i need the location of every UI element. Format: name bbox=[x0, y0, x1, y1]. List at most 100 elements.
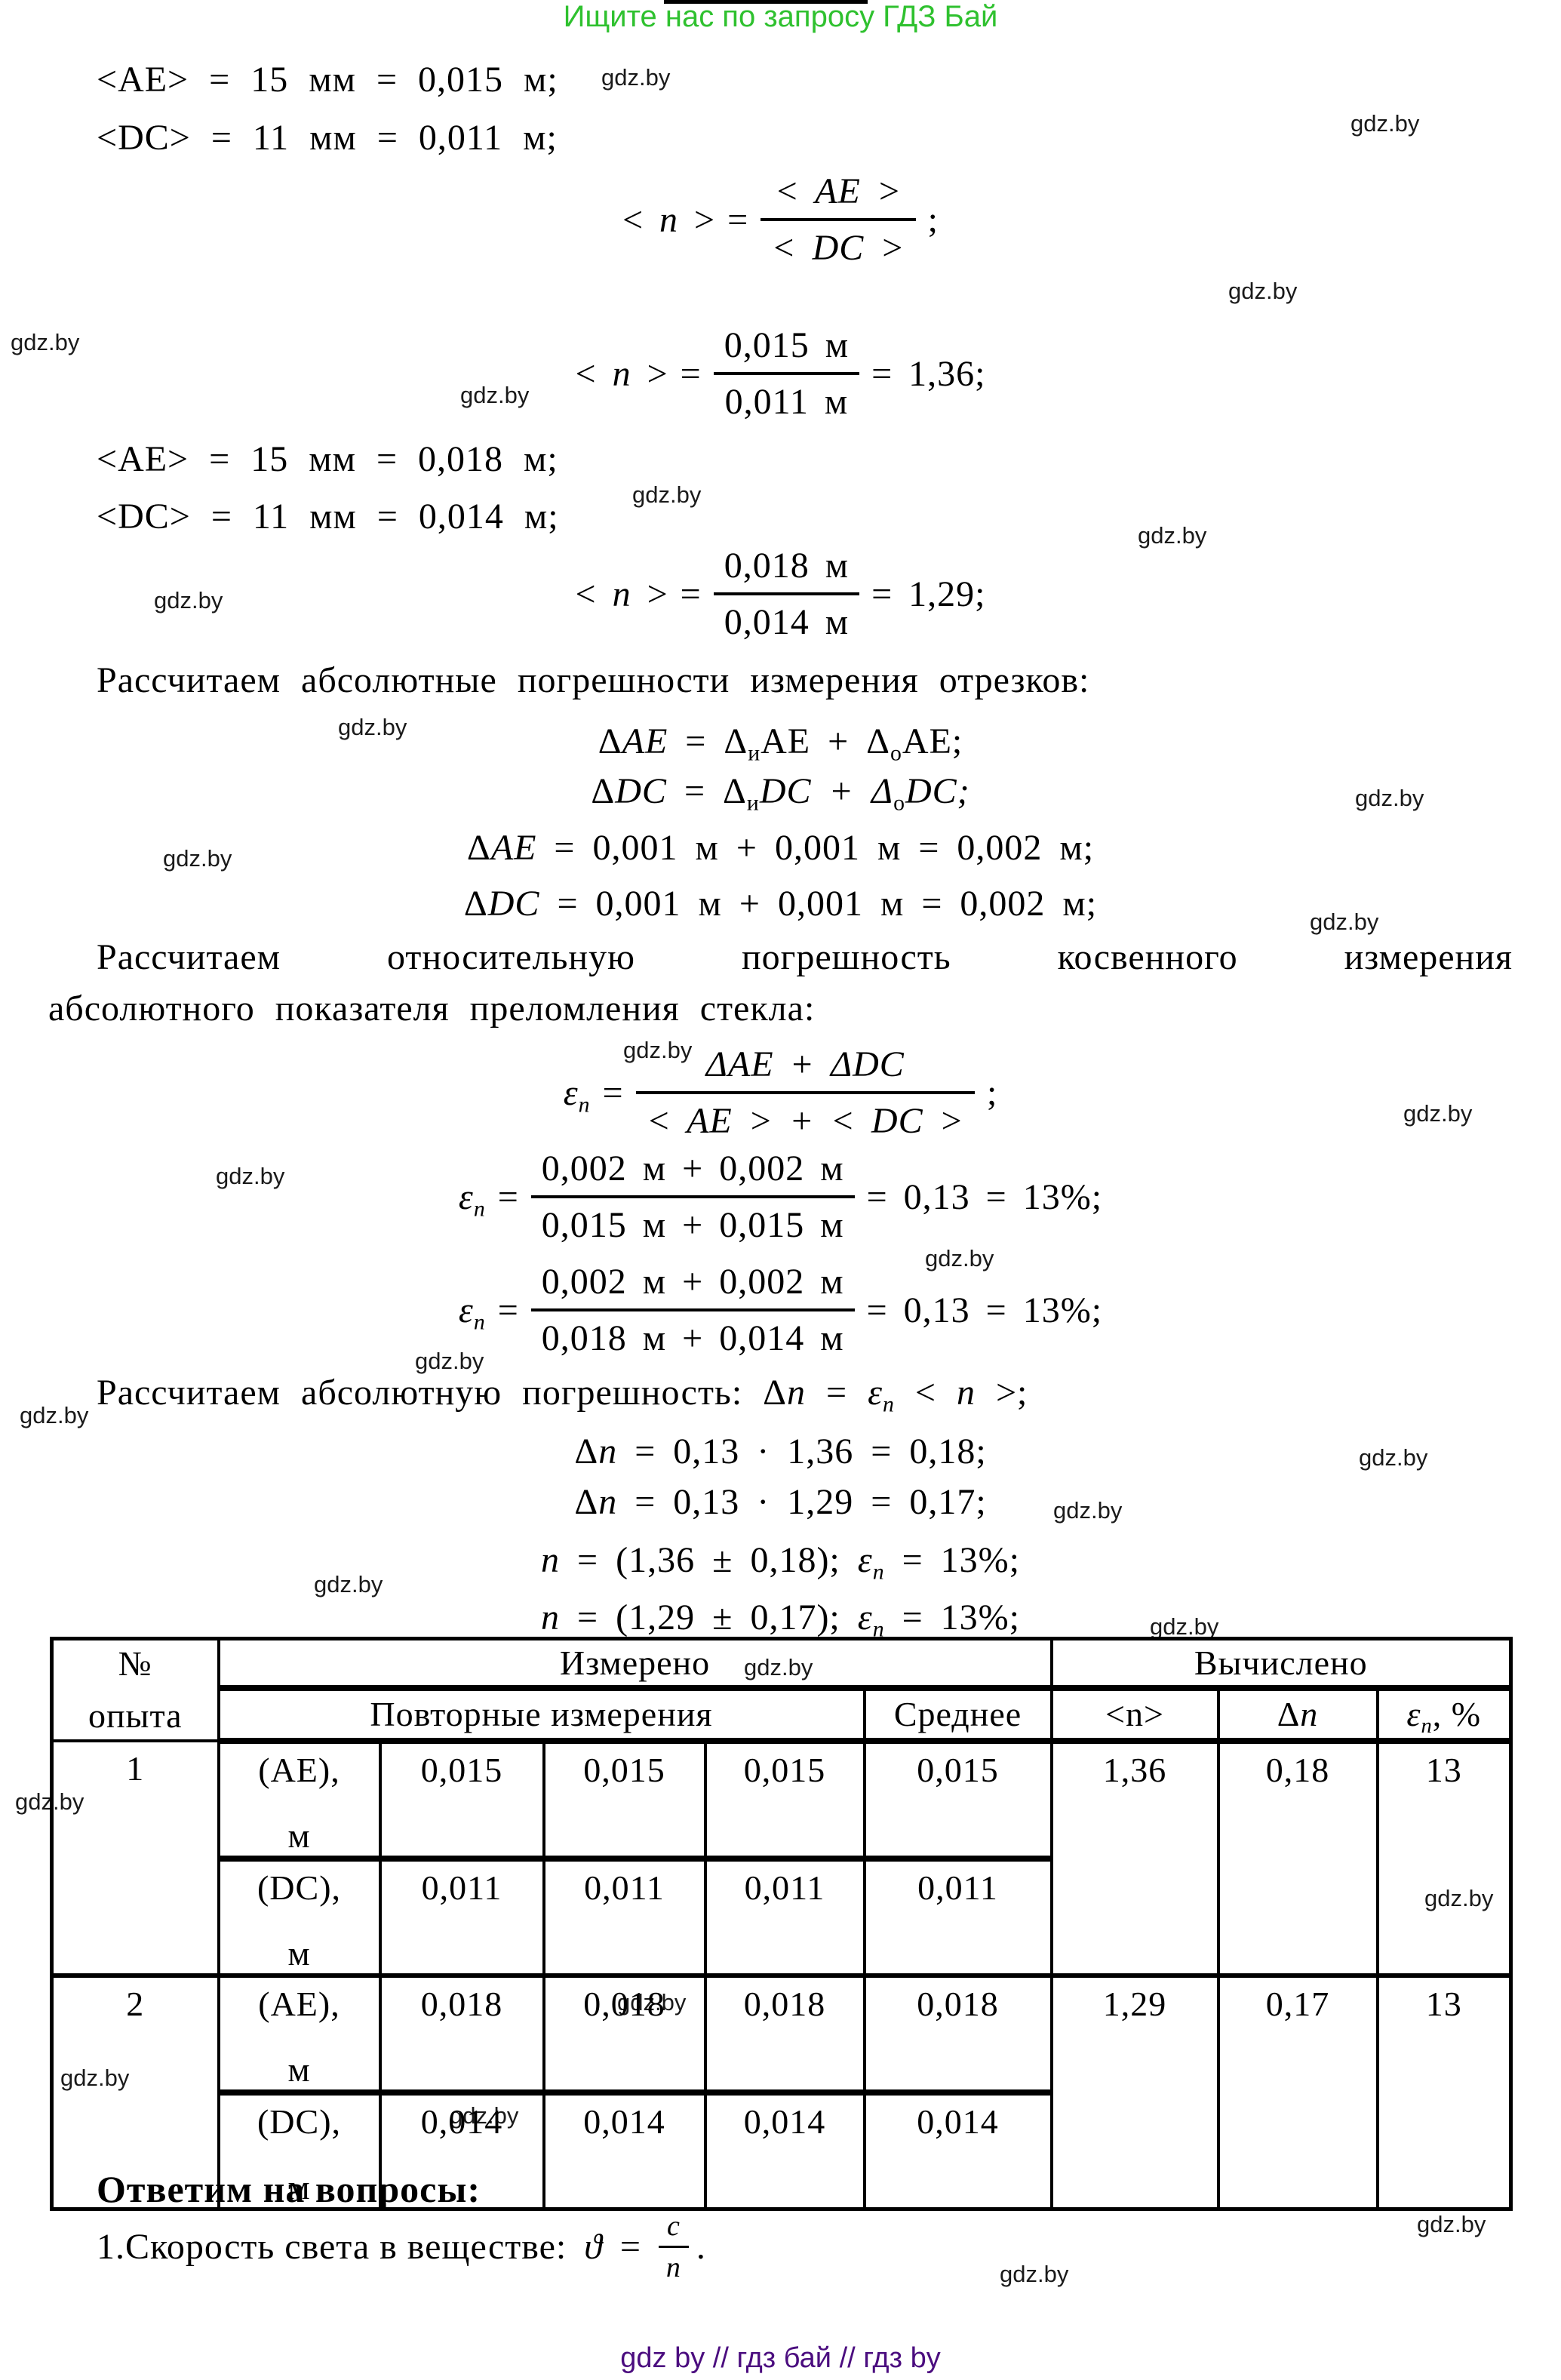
fraction: ΔAE + ΔDC < AE > + < DC > bbox=[635, 1042, 975, 1143]
watermark: gdz.by bbox=[460, 382, 530, 408]
header-n-mean: <n> bbox=[1049, 1686, 1220, 1744]
n-mean-symbol: < n > bbox=[622, 199, 716, 240]
fraction: 0,002 м + 0,002 м 0,015 м + 0,015 м bbox=[530, 1146, 855, 1247]
watermark: gdz.by bbox=[11, 329, 80, 355]
cell-n-mean: 1,29 bbox=[1049, 1973, 1220, 2210]
cell-epsilon: 13 bbox=[1375, 1739, 1513, 1978]
equation-result-1: n = (1,36 ± 0,18); εn = 13%; bbox=[541, 1540, 1020, 1585]
watermark: gdz.by bbox=[925, 1245, 994, 1271]
subscript: n bbox=[883, 1391, 895, 1417]
measurements-table: № опыта Измерено Вычислено Повторные изм… bbox=[50, 1637, 1513, 2211]
cell-value: 0,014 bbox=[378, 2090, 545, 2210]
equation-tail: ; bbox=[986, 1072, 998, 1113]
equation-result: = 1,29; bbox=[871, 573, 986, 614]
cell-value: 0,014 bbox=[703, 2090, 866, 2210]
cell-segment-label: (АЕ), м bbox=[217, 1973, 382, 2096]
cell-segment-label: (DC), м bbox=[217, 2090, 382, 2210]
equation-epsilon-definition: εn = ΔAE + ΔDC < AE > + < DC > ; bbox=[48, 1042, 1513, 1143]
watermark: gdz.by bbox=[154, 587, 223, 613]
watermark: gdz.by bbox=[1228, 278, 1298, 304]
equation-n-value-1: < n > = 0,015 м 0,011 м = 1,36; bbox=[48, 323, 1513, 424]
cell-experiment-number: 2 bbox=[50, 1973, 220, 2210]
cell-segment-label: (АЕ), м bbox=[217, 1739, 382, 1862]
cell-mean: 0,011 bbox=[862, 1856, 1053, 1978]
header-repeated-measurements: Повторные измерения bbox=[217, 1686, 866, 1744]
watermark: gdz.by bbox=[1359, 1444, 1428, 1471]
equation-result: = 1,36; bbox=[871, 353, 986, 394]
paragraph-absolute-error-formula: Рассчитаем абсолютную погрешность: Δn = … bbox=[97, 1373, 1028, 1417]
equals-sign: = bbox=[680, 353, 702, 394]
cell-experiment-number: 1 bbox=[50, 1739, 220, 1978]
paragraph-relative-error-line1: Рассчитаем относительную погрешность кос… bbox=[97, 937, 1513, 977]
paragraph-relative-error-line2: абсолютного показателя преломления стекл… bbox=[48, 989, 816, 1029]
watermark: gdz.by bbox=[338, 714, 407, 740]
header-experiment-number: № опыта bbox=[50, 1637, 220, 1742]
cell-segment-label: (DC), м bbox=[217, 1856, 382, 1978]
cell-n-mean: 1,36 bbox=[1049, 1739, 1220, 1978]
cell-value: 0,011 bbox=[378, 1856, 545, 1978]
cell-value: 0,011 bbox=[703, 1856, 866, 1978]
watermark: gdz.by bbox=[1351, 110, 1420, 137]
epsilon-symbol: εn bbox=[458, 1176, 486, 1222]
equation-delta-dc-definition: ΔDC = ΔиDC + ΔоDC; bbox=[591, 771, 970, 816]
n-mean-symbol: < n > bbox=[575, 573, 668, 614]
equation-n-value-2: < n > = 0,018 м 0,014 м = 1,29; bbox=[48, 543, 1513, 644]
equation-epsilon-value-2: εn = 0,002 м + 0,002 м 0,018 м + 0,014 м … bbox=[48, 1259, 1513, 1361]
cell-delta-n: 0,17 bbox=[1216, 1973, 1379, 2210]
watermark: gdz.by bbox=[20, 1402, 89, 1428]
subscript: n bbox=[872, 1559, 885, 1585]
watermark: gdz.by bbox=[1138, 522, 1207, 549]
cell-value: 0,018 bbox=[542, 1973, 707, 2096]
equals-sign: = bbox=[602, 1072, 624, 1113]
line-given1-dc: <DC> = 11 мм = 0,011 м; bbox=[97, 118, 558, 158]
fraction: < AE > < DC > bbox=[761, 169, 916, 270]
fraction: 0,018 м 0,014 м bbox=[713, 543, 860, 644]
watermark: gdz.by bbox=[1417, 2211, 1486, 2237]
equation-delta-n-2: Δn = 0,13 · 1,29 = 0,17; bbox=[574, 1482, 987, 1522]
table-row: (DC), м 0,014 0,014 0,014 0,014 bbox=[52, 2090, 1511, 2210]
equals-sign: = bbox=[680, 573, 702, 614]
watermark: gdz.by bbox=[314, 1571, 383, 1597]
equation-result: = 0,13 = 13%; bbox=[866, 1290, 1103, 1330]
page-title: Ищите нас по запросу ГДЗ Бай bbox=[563, 0, 998, 33]
watermark: gdz.by bbox=[601, 64, 671, 91]
watermark: gdz.by bbox=[1403, 1100, 1473, 1127]
subscript: и bbox=[746, 790, 760, 816]
subscript: о bbox=[890, 740, 902, 766]
watermark: gdz.by bbox=[1310, 909, 1379, 935]
equation-delta-ae-value: ΔAE = 0,001 м + 0,001 м = 0,002 м; bbox=[466, 828, 1095, 868]
fraction: 0,015 м 0,011 м bbox=[713, 323, 860, 424]
table-row: 1 (АЕ), м 0,015 0,015 0,015 0,015 1,36 0… bbox=[50, 1739, 1513, 1978]
table-row: (DC), м 0,011 0,011 0,011 0,011 bbox=[52, 1856, 1511, 1978]
watermark: gdz.by bbox=[632, 481, 702, 508]
watermark: gdz.by bbox=[1150, 1613, 1219, 1640]
equation-delta-n-1: Δn = 0,13 · 1,36 = 0,18; bbox=[574, 1431, 987, 1471]
header-computed: Вычислено bbox=[1049, 1637, 1513, 1691]
equals-sign: = bbox=[727, 199, 749, 240]
cell-value: 0,015 bbox=[542, 1739, 707, 1862]
equation-result-2: n = (1,29 ± 0,17); εn = 13%; bbox=[541, 1597, 1020, 1642]
cell-value: 0,015 bbox=[378, 1739, 545, 1862]
watermark: gdz.by bbox=[216, 1163, 285, 1189]
epsilon-symbol: εn bbox=[563, 1072, 591, 1118]
equation-tail: ; bbox=[927, 199, 939, 240]
subscript: о bbox=[893, 790, 905, 816]
cell-value: 0,015 bbox=[703, 1739, 866, 1862]
watermark: gdz.by bbox=[163, 845, 232, 872]
equals-sign: = bbox=[497, 1290, 519, 1330]
line-given2-ae: <АЕ> = 15 мм = 0,018 м; bbox=[97, 439, 558, 479]
answers-heading: Ответим на вопросы: bbox=[97, 2168, 481, 2210]
cell-value: 0,011 bbox=[542, 1856, 707, 1978]
line-given1-ae: <АЕ> = 15 мм = 0,015 м; bbox=[97, 60, 558, 100]
table-row: 2 (АЕ), м 0,018 0,018 0,018 0,018 1,29 0… bbox=[50, 1973, 1513, 2210]
equation-delta-ae-definition: ΔAE = ΔиАЕ + ΔоАЕ; bbox=[598, 721, 963, 766]
subscript: n bbox=[872, 1616, 885, 1642]
n-mean-symbol: < n > bbox=[575, 353, 668, 394]
cutoff-artifact bbox=[664, 0, 868, 4]
cell-value: 0,014 bbox=[542, 2090, 707, 2210]
watermark: gdz.by bbox=[1000, 2261, 1069, 2287]
equation-delta-dc-value: ΔDC = 0,001 м + 0,001 м = 0,002 м; bbox=[463, 884, 1098, 924]
